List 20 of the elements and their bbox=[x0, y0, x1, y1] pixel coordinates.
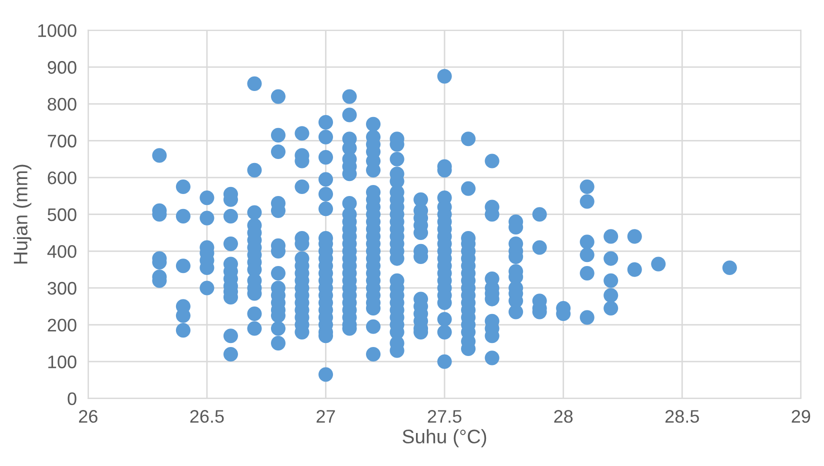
y-tick-label: 800 bbox=[48, 98, 76, 111]
y-tick-label: 1000 bbox=[38, 24, 76, 38]
y-tick-label: 400 bbox=[47, 245, 76, 258]
y-tick-label: 900 bbox=[48, 61, 76, 74]
x-tick-label: 28 bbox=[554, 410, 573, 423]
x-tick-label: 27.5 bbox=[428, 410, 462, 423]
y-tick-label: 0 bbox=[68, 392, 76, 406]
y-tick-label: 200 bbox=[48, 318, 76, 332]
y-tick-label: 100 bbox=[48, 356, 76, 368]
x-tick-label: 26.5 bbox=[190, 410, 224, 423]
x-tick-label: 28.5 bbox=[665, 410, 699, 423]
x-tick-label: 27 bbox=[316, 410, 335, 423]
y-tick-label: 600 bbox=[48, 171, 76, 184]
y-tick-label: 500 bbox=[48, 208, 76, 222]
x-tick-label: 26 bbox=[79, 410, 98, 423]
x-tick-label: 29 bbox=[792, 410, 810, 423]
y-axis-title: Hujan (mm) bbox=[13, 164, 32, 264]
y-tick-label: 700 bbox=[48, 134, 76, 148]
x-axis-title: Suhu (°C) bbox=[402, 429, 486, 448]
y-tick-label: 300 bbox=[48, 282, 76, 295]
